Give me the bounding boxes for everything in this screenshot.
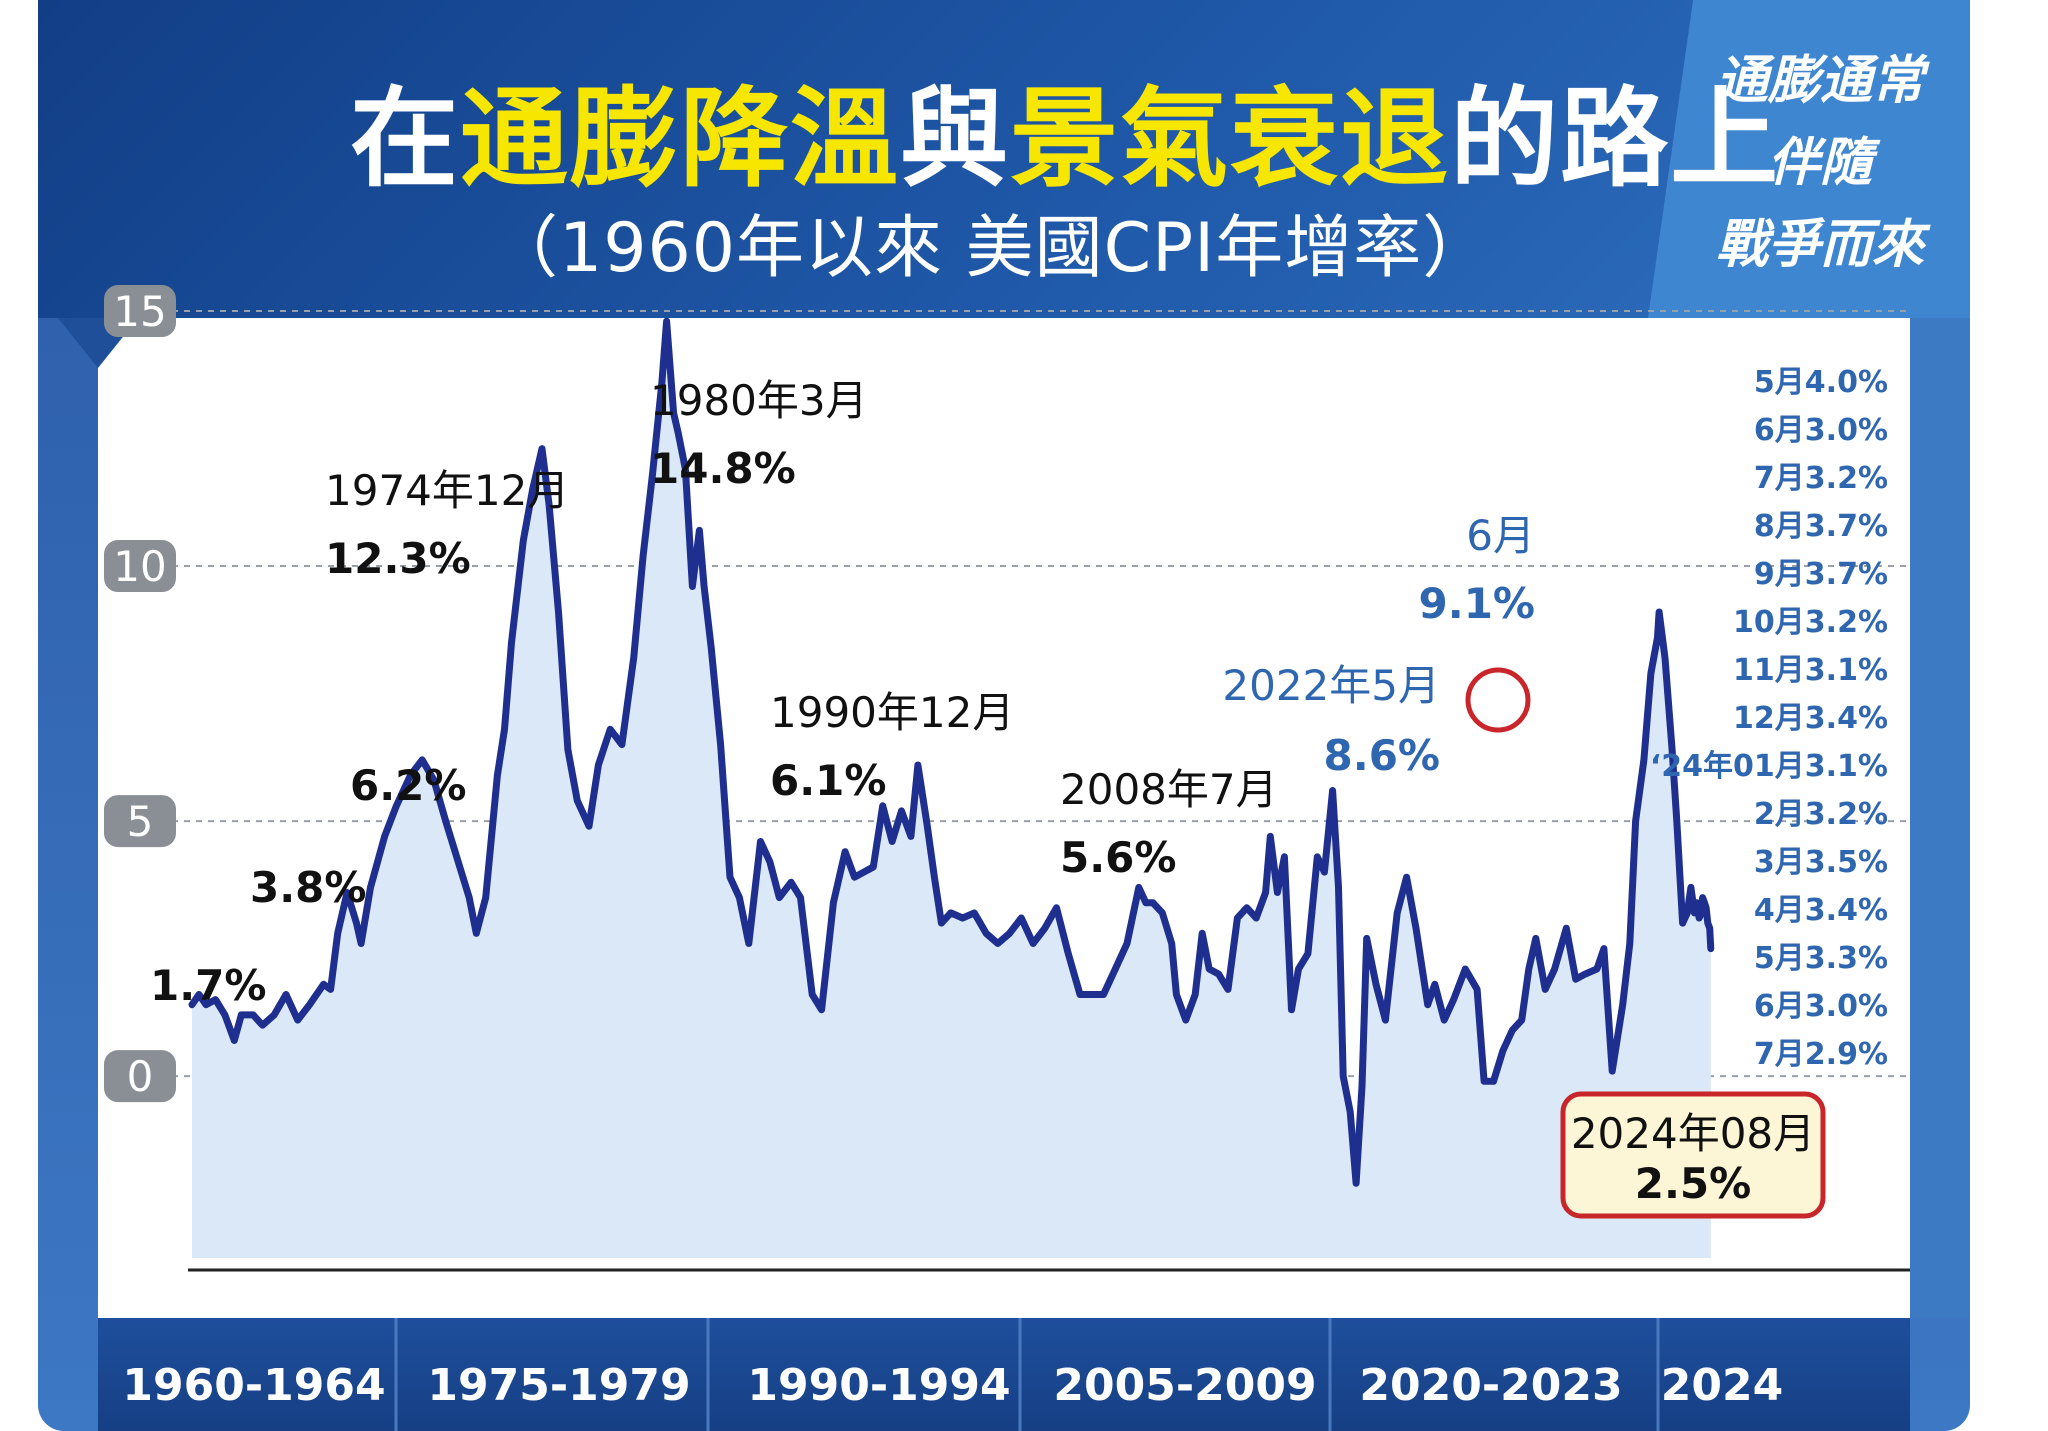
monthly-list-item: 4月3.4% [1754, 893, 1888, 928]
annotation-date: 6月 [1466, 511, 1535, 560]
monthly-list-item: 6月3.0% [1754, 989, 1888, 1024]
x-axis-bar [98, 1318, 1910, 1431]
latest-callout-value: 2.5% [1635, 1159, 1751, 1208]
y-tick-label: 5 [127, 797, 154, 846]
monthly-list-item: 10月3.2% [1733, 605, 1888, 640]
side-note-line: 戰爭而來 [1715, 215, 1924, 275]
side-note-line: 通膨通常 [1715, 51, 1924, 111]
monthly-list-item: 7月2.9% [1754, 1037, 1888, 1072]
annotation-value: 8.6% [1324, 731, 1440, 780]
annotation-value: 5.6% [1060, 833, 1176, 882]
x-tick-label: 1960-1964 [122, 1360, 385, 1411]
peak-circle [1465, 667, 1531, 733]
side-badge [1648, 0, 1970, 318]
monthly-list-item: 3月3.5% [1754, 845, 1888, 880]
monthly-list-item: 7月3.2% [1754, 461, 1888, 496]
series-area [192, 321, 1711, 1258]
annotation-value: 9.1% [1419, 579, 1535, 628]
header-banner [38, 0, 1970, 318]
x-tick-label: 1975-1979 [427, 1360, 690, 1411]
monthly-list-item: 2月3.2% [1754, 797, 1888, 832]
annotation-date: 1980年3月 [650, 376, 868, 425]
x-tick-label: 2024 [1661, 1360, 1783, 1411]
annotation-value: 6.2% [350, 761, 466, 810]
annotation-date: 1990年12月 [770, 688, 1014, 737]
side-note-line: 伴隨 [1767, 133, 1872, 193]
monthly-list-item: 5月3.3% [1754, 941, 1888, 976]
annotation-value: 12.3% [325, 534, 471, 583]
annotation-value: 1.7% [150, 961, 266, 1010]
side-note: 通膨通常 伴隨 戰爭而來 [1670, 40, 1970, 286]
right-strip [1910, 318, 1970, 1318]
chart-subtitle: （1960年以來 美國CPI年增率） [490, 209, 1492, 288]
annotation-value: 6.1% [770, 756, 886, 805]
annotation-date: 2008年7月 [1060, 765, 1278, 814]
y-tick-box [104, 1050, 176, 1103]
title-part: 與 [900, 77, 1011, 202]
annotation-value: 3.8% [250, 863, 366, 912]
x-tick-label: 2020-2023 [1359, 1360, 1622, 1411]
monthly-list-item: 5月4.0% [1754, 365, 1888, 400]
monthly-list-item: 8月3.7% [1754, 509, 1888, 544]
title-part: 的路上 [1450, 77, 1781, 202]
latest-callout-box [1560, 1091, 1826, 1219]
title-part-highlight: 通膨降溫 [460, 77, 901, 202]
y-tick-box [104, 795, 176, 848]
y-tick-box [104, 540, 176, 593]
monthly-list-item: ‘24年01月3.1% [1650, 749, 1888, 784]
y-tick-label: 0 [127, 1052, 154, 1101]
annotation-value: 14.8% [650, 444, 796, 493]
x-tick-label: 2005-2009 [1053, 1360, 1316, 1411]
annotation-date: 2022年5月 [1222, 661, 1440, 710]
annotation-date: 1974年12月 [325, 466, 569, 515]
x-tick-label: 1990-1994 [747, 1360, 1010, 1411]
y-tick-label: 15 [113, 287, 166, 336]
title-part-highlight: 景氣衰退 [1010, 77, 1451, 202]
series-line [188, 317, 1715, 1187]
monthly-list-item: 11月3.1% [1733, 653, 1888, 688]
latest-callout-date: 2024年08月 [1571, 1109, 1815, 1158]
monthly-list-item: 6月3.0% [1754, 413, 1888, 448]
y-tick-label: 10 [113, 542, 166, 591]
chart-title: 在通膨降溫與景氣衰退的路上 [350, 52, 1780, 208]
monthly-list-item: 12月3.4% [1733, 701, 1888, 736]
monthly-list-item: 9月3.7% [1754, 557, 1888, 592]
y-tick-box [104, 285, 176, 338]
title-part: 在 [350, 77, 461, 202]
